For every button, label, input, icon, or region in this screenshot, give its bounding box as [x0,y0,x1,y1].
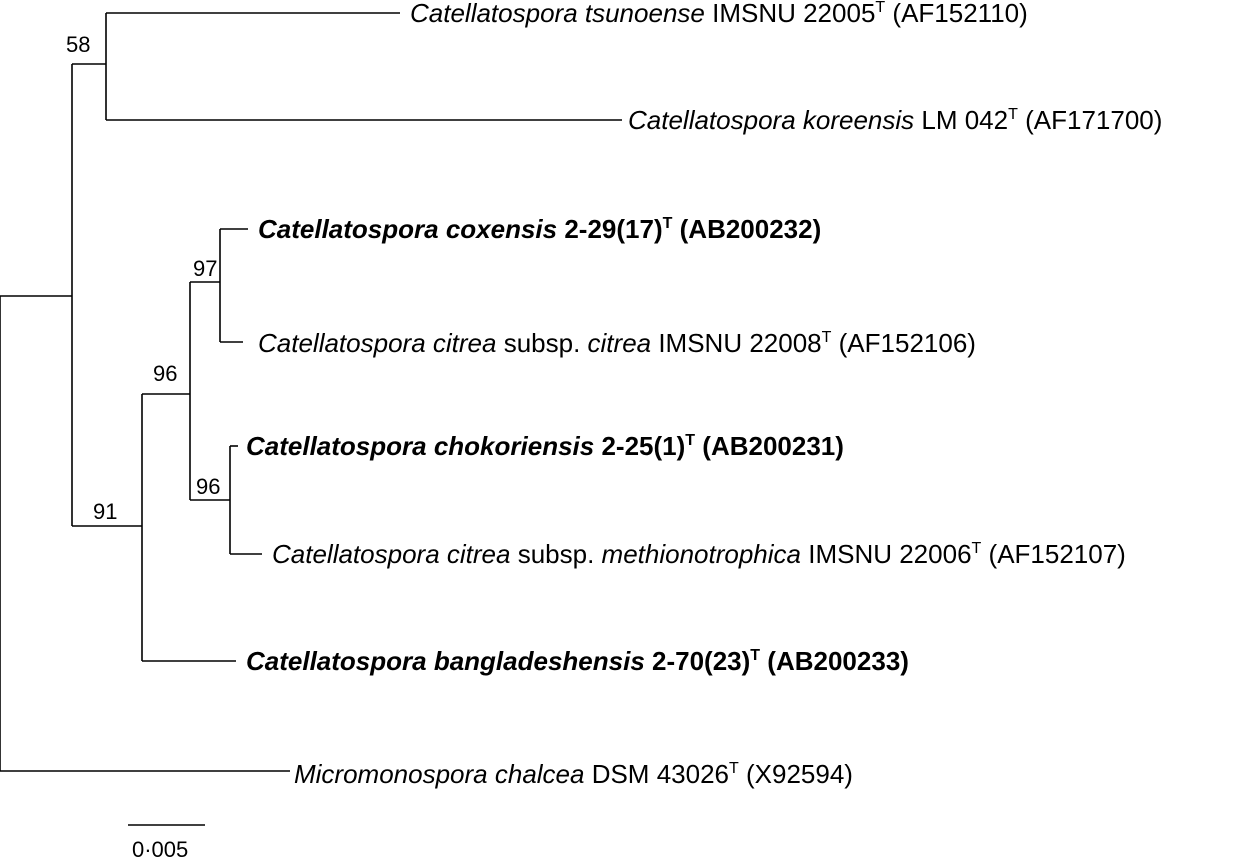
taxon-label-part: Catellatospora chokoriensis [246,431,594,461]
taxon-label-part: (X92594) [739,759,853,789]
taxon-label-part: 2-70(23) [645,646,751,676]
bootstrap-91: 91 [93,499,117,524]
taxon-label-citrea-citrea: Catellatospora citrea subsp. citrea IMSN… [258,328,976,358]
taxon-label-part: methionotrophica [602,539,801,569]
taxon-label-part: 2-25(1) [594,431,685,461]
taxon-label-part: Catellatospora koreensis [628,105,914,135]
bootstrap-97: 97 [193,256,217,281]
taxon-label-part: citrea [588,328,652,358]
taxon-label-part: IMSNU 22006 [801,539,972,569]
tree-branches [0,12,622,772]
taxon-label-part: Micromonospora chalcea [294,759,584,789]
taxon-label-part: (AF152106) [831,328,976,358]
taxon-label-tsunoense: Catellatospora tsunoense IMSNU 22005T (A… [410,0,1028,28]
taxon-label-part: T [1008,106,1018,123]
scale-bar-label: 0·005 [132,837,188,859]
taxon-label-part: T [972,540,982,557]
taxon-label-part: (AF171700) [1018,105,1163,135]
taxon-label-part: (AF152107) [981,539,1126,569]
taxon-label-part: Catellatospora tsunoense [410,0,705,28]
taxon-label-part: T [822,329,832,346]
taxon-label-micromonospora: Micromonospora chalcea DSM 43026T (X9259… [294,759,853,789]
scale-bar: 0·005 [128,824,205,859]
bootstrap-96-inner: 96 [153,361,177,386]
taxon-label-part: LM 042 [914,105,1008,135]
taxon-label-part: (AB200231) [695,431,844,461]
bootstrap-96-lower: 96 [196,474,220,499]
taxon-label-coxensis: Catellatospora coxensis 2-29(17)T (AB200… [258,214,821,244]
taxon-label-part: T [729,760,739,777]
taxon-label-part: IMSNU 22005 [705,0,876,28]
taxon-label-part: T [663,215,673,232]
taxon-label-part: IMSNU 22008 [651,328,822,358]
taxon-label-part: subsp. [510,539,601,569]
taxon-label-part: T [750,647,760,664]
taxon-label-citrea-methionotrophica: Catellatospora citrea subsp. methionotro… [272,539,1126,569]
taxon-label-part: Catellatospora bangladeshensis [246,646,645,676]
taxon-label-part: (AB200233) [760,646,909,676]
taxon-label-part: (AF152110) [885,0,1028,28]
taxon-labels: Catellatospora tsunoense IMSNU 22005T (A… [246,0,1162,789]
taxon-label-part: DSM 43026 [584,759,729,789]
bootstrap-values: 58 97 96 96 91 [66,32,220,524]
taxon-label-part: 2-29(17) [557,214,663,244]
taxon-label-chokoriensis: Catellatospora chokoriensis 2-25(1)T (AB… [246,431,844,461]
taxon-label-part: Catellatospora citrea [258,328,496,358]
taxon-label-part: Catellatospora coxensis [258,214,557,244]
taxon-label-bangladeshensis: Catellatospora bangladeshensis 2-70(23)T… [246,646,909,676]
taxon-label-part: subsp. [496,328,587,358]
taxon-label-part: Catellatospora citrea [272,539,510,569]
taxon-label-part: (AB200232) [672,214,821,244]
taxon-label-part: T [685,432,695,449]
taxon-label-koreensis: Catellatospora koreensis LM 042T (AF1717… [628,105,1162,135]
bootstrap-58: 58 [66,32,90,57]
taxon-label-part: T [875,0,885,16]
